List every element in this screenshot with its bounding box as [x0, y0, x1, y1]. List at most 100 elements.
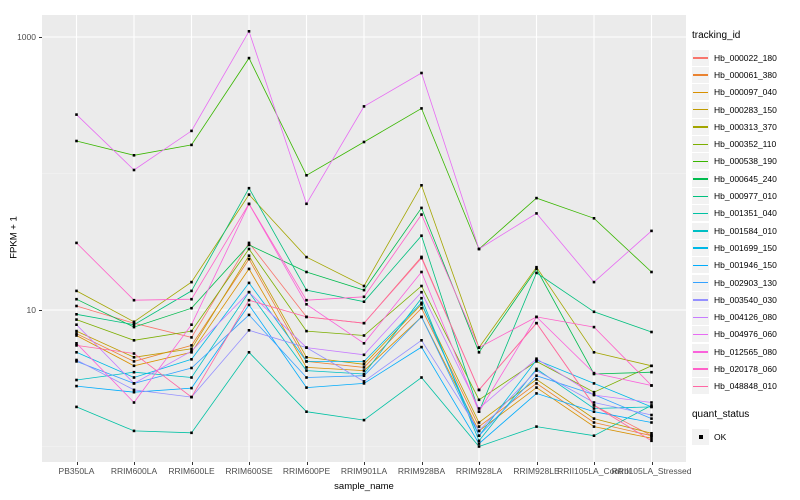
data-point — [650, 229, 653, 233]
legend-item-label: Hb_002903_130 — [714, 277, 777, 288]
legend-key-swatch — [692, 188, 709, 205]
legend-panel: tracking_id Hb_000022_180 Hb_000061_380 Hb… — [692, 30, 798, 445]
data-point — [305, 303, 308, 306]
legend-key-swatch — [692, 153, 709, 170]
data-point — [420, 296, 423, 300]
data-point — [650, 404, 653, 407]
plot-panel — [42, 15, 686, 462]
data-point — [247, 186, 251, 190]
legend-key-line — [693, 160, 708, 163]
x-tick-mark — [306, 462, 308, 465]
plot-canvas — [42, 15, 686, 462]
data-point — [305, 386, 308, 389]
x-tick-label: RRIM600LA — [110, 466, 158, 476]
data-point — [190, 129, 193, 133]
data-point — [362, 374, 366, 377]
data-point — [75, 323, 78, 326]
legend-item-label: Hb_001584_010 — [714, 225, 777, 236]
data-point — [362, 105, 366, 108]
data-point — [75, 332, 78, 335]
data-point — [592, 407, 596, 410]
data-point — [190, 358, 193, 361]
legend2-item: OK — [692, 428, 798, 445]
data-point — [75, 329, 78, 333]
data-point — [362, 342, 366, 345]
data-point — [420, 339, 423, 342]
data-point — [592, 417, 596, 420]
data-point — [592, 404, 596, 407]
data-point — [305, 369, 308, 372]
data-point — [132, 325, 136, 329]
data-point — [362, 380, 366, 383]
data-point — [247, 257, 251, 261]
x-axis-title: sample_name — [334, 481, 394, 492]
data-point — [362, 321, 366, 325]
x-tick-label: RRIM928LA — [455, 466, 503, 476]
data-point — [535, 382, 538, 385]
data-point — [535, 271, 538, 275]
data-point — [190, 386, 193, 390]
legend-item: Hb_012565_080 — [692, 343, 798, 360]
legend-item: Hb_000538_190 — [692, 153, 798, 170]
legend-key-line — [693, 368, 708, 370]
data-point — [132, 321, 136, 325]
data-point — [535, 360, 538, 363]
data-point — [75, 297, 78, 301]
data-point — [362, 353, 366, 357]
data-point — [477, 445, 481, 448]
legend-item: Hb_048848_010 — [692, 378, 798, 395]
x-tick-mark — [536, 462, 538, 465]
data-point — [477, 439, 481, 443]
legend-key-swatch — [692, 257, 709, 274]
data-point — [650, 413, 653, 417]
data-point — [535, 374, 538, 377]
x-tick-label: RRIM600PE — [282, 466, 331, 476]
data-point — [362, 363, 366, 366]
data-point — [650, 439, 653, 443]
data-point — [650, 384, 653, 387]
data-point — [592, 325, 596, 329]
data-point — [592, 393, 596, 397]
legend-item-label: Hb_020178_060 — [714, 363, 777, 374]
x-tick-mark — [364, 462, 365, 465]
data-point — [592, 390, 596, 394]
x-tick-label: PB350LA — [58, 466, 95, 476]
legend-item-label: Hb_000313_370 — [714, 121, 777, 132]
legend-item: Hb_000645_240 — [692, 170, 798, 187]
data-point — [75, 351, 78, 354]
data-point — [132, 429, 136, 433]
legend-key-line — [693, 385, 708, 388]
data-point — [75, 139, 78, 143]
legend-key-line — [693, 351, 708, 353]
data-point — [75, 304, 78, 308]
x-tick-mark — [249, 462, 250, 465]
data-point — [305, 202, 308, 206]
legend2-item-label: OK — [714, 431, 727, 442]
x-tick-mark — [191, 462, 193, 465]
legend-item: Hb_001584_010 — [692, 222, 798, 239]
legend-key-line — [693, 264, 708, 267]
data-point — [305, 376, 308, 379]
data-point — [247, 267, 251, 271]
data-point — [592, 425, 596, 428]
legend-item: Hb_000313_370 — [692, 118, 798, 135]
data-point — [305, 270, 308, 274]
legend-item-label: Hb_012565_080 — [714, 346, 777, 357]
legend-item-label: Hb_000061_380 — [714, 69, 777, 80]
data-point — [362, 295, 366, 299]
data-point — [190, 336, 193, 339]
data-point — [535, 392, 538, 395]
legend-item-label: Hb_001946_150 — [714, 260, 777, 271]
data-point — [132, 376, 136, 379]
data-point — [477, 351, 481, 354]
data-point — [75, 384, 78, 388]
legend-key-line — [693, 74, 708, 76]
data-point — [190, 306, 193, 310]
data-point — [477, 407, 481, 410]
data-point — [420, 256, 423, 260]
data-point — [305, 410, 308, 413]
data-point — [247, 290, 251, 294]
data-point — [132, 370, 136, 374]
legend-item: Hb_020178_060 — [692, 360, 798, 377]
